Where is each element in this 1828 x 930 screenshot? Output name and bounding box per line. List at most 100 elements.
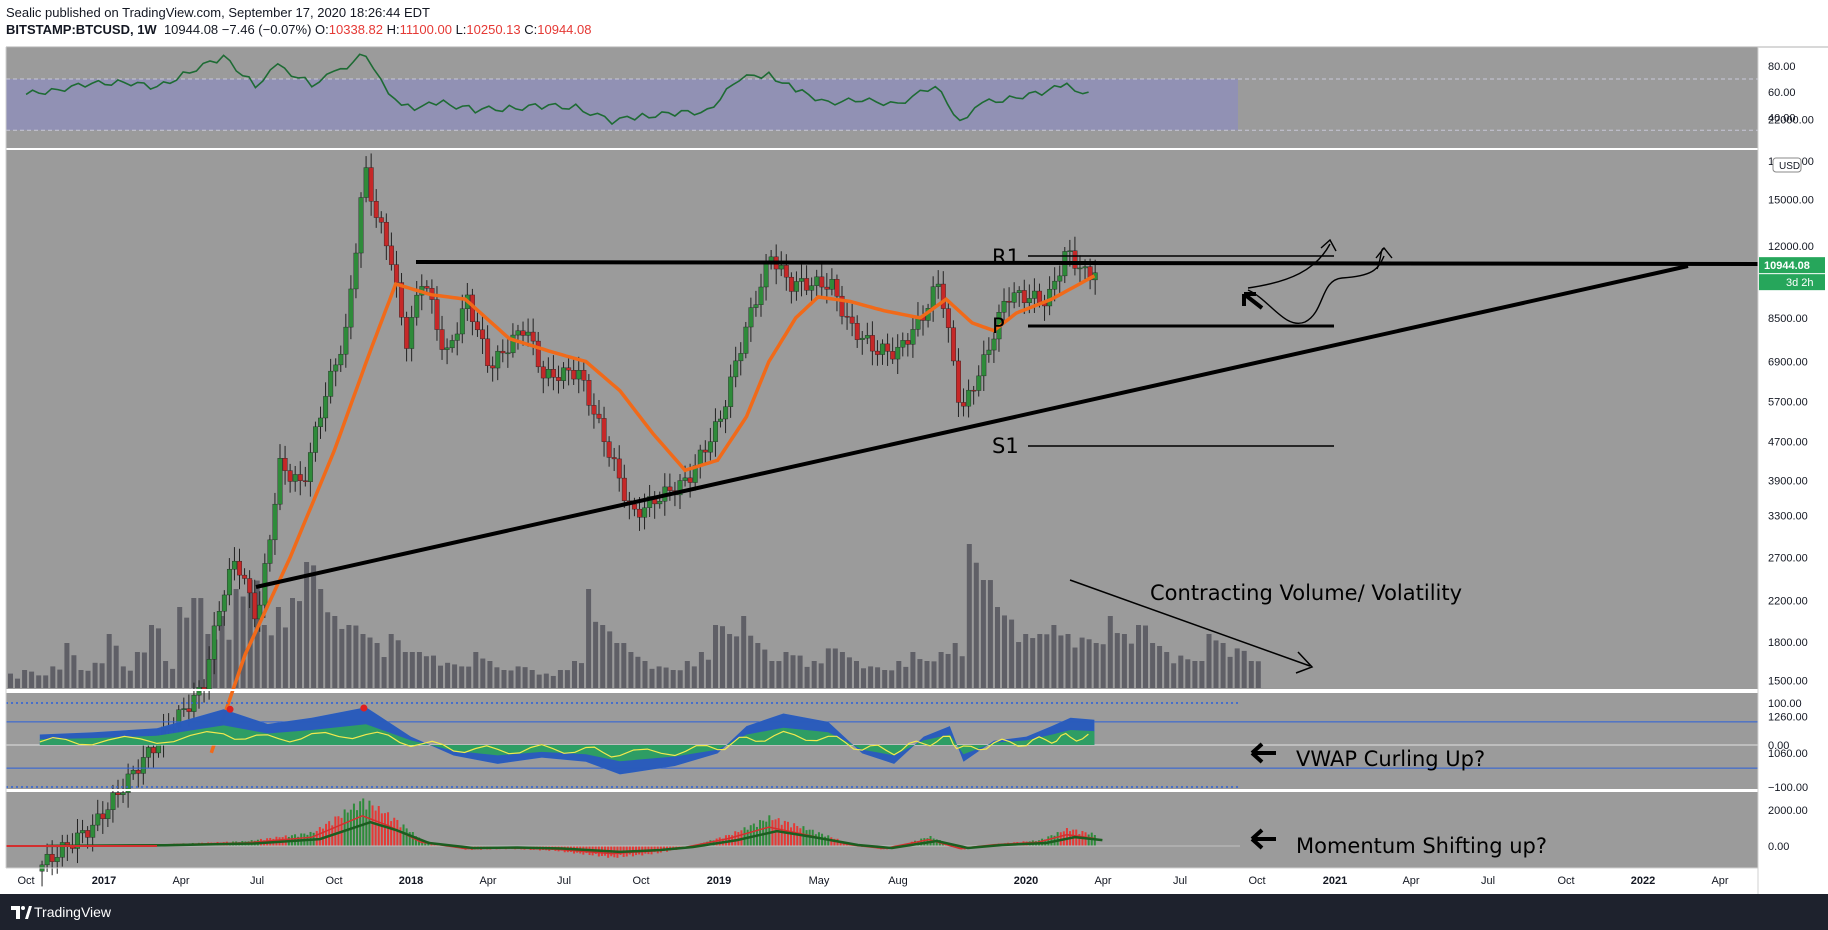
volume-bar [494,667,500,688]
candle-up [216,611,222,627]
volume-bar [318,589,324,688]
candle-up [80,830,86,834]
volume-bar [381,657,387,688]
candle-down [434,299,440,330]
candle-up [348,288,354,328]
volume-bar [473,652,479,688]
volume-bar [642,661,648,688]
candle-up [525,331,531,336]
candle-down [535,340,541,368]
time-tick: Apr [1711,875,1728,887]
price-pane [6,149,1758,690]
volume-bar [776,661,782,688]
time-tick: Jul [250,875,264,887]
candle-up [338,353,344,366]
candle-up [799,278,805,282]
volume-bar [240,596,246,688]
volume-bar [854,661,859,688]
volume-bar [529,670,535,688]
candle-up [1011,292,1017,303]
price-tick: 1500.00 [1768,675,1808,687]
volume-bar [861,668,866,688]
volume-bar [1164,652,1170,688]
volume-bar [78,670,84,688]
momentum-bar [399,827,402,846]
candle-down [490,365,496,369]
volume-bar [99,663,105,688]
rsi-tick: 40.00 [1768,112,1796,124]
momentum-bar [405,828,408,846]
candle-up [318,417,324,427]
volume-bar [92,662,98,688]
volume-bar [431,655,436,688]
candle-down [616,458,622,479]
volume-bar [635,656,641,688]
candle-up [900,340,906,348]
volume-bar [536,674,542,688]
vwap-sell-dot [360,704,368,712]
candle-down [945,308,951,328]
volume-bar [445,662,451,688]
candle-up [561,367,567,381]
candle-down [819,276,825,288]
candle-up [140,757,146,774]
price-tick: 3900.00 [1768,476,1808,488]
time-tick: 2019 [707,875,731,887]
volume-bar [980,580,986,688]
low-value: 10250.13 [466,22,521,37]
rsi-indicator [6,53,1758,131]
candle-down [571,370,577,380]
candle-down [586,380,592,406]
volume-bar [973,562,979,688]
time-axis-labels: Oct 2017 Apr Jul Oct 2018 Apr Jul Oct 2019 May Aug 2… [17,875,1728,887]
volume-bar [762,649,768,688]
candle-up [95,813,101,826]
momentum-signal-green [47,820,1103,854]
candle-up [495,350,501,369]
candle-down [854,323,860,340]
chart-canvas[interactable]: R1 P S1 Contracting Volume/ Volatility V… [0,40,1828,894]
volume-bar [459,666,465,688]
volume-bar [691,666,697,688]
momentum-bar [799,828,802,846]
candle-down [601,418,607,442]
volume-bar [1065,634,1071,688]
candle-up [333,364,339,372]
candle-down [1006,300,1012,303]
candle-down [788,276,794,292]
candle-up [323,396,329,419]
candle-up [738,353,744,362]
vwap-wave [39,707,1095,775]
volume-bar [233,589,239,688]
candle-up [363,167,369,198]
candle-up [505,352,511,355]
momentum-bar [328,821,331,846]
volume-bar [543,673,549,688]
candle-down [844,315,850,318]
volume-bar [966,544,972,688]
volume-bar [254,580,260,688]
momentum-arrow [1250,828,1276,850]
open-value: 10338.82 [328,22,384,37]
volume-bar [346,625,352,688]
volume-bar [727,634,733,688]
candle-up [682,477,688,481]
candle-down [49,853,55,862]
candle-up [328,370,334,397]
volume-bar [705,659,711,688]
candle-up [778,265,784,270]
candle-up [763,262,769,288]
candle-up [748,307,754,328]
candle-up [1026,298,1032,304]
volume-bar [134,652,140,688]
candle-down [632,503,637,510]
candle-up [1032,290,1037,299]
candle-down [875,350,880,355]
time-tick: 2021 [1323,875,1347,887]
volume-bar [1199,661,1205,688]
candle-up [895,346,901,360]
volume-bar [1016,642,1022,688]
candle-down [606,441,612,458]
volume-bar [508,670,514,688]
candle-down [530,331,536,342]
